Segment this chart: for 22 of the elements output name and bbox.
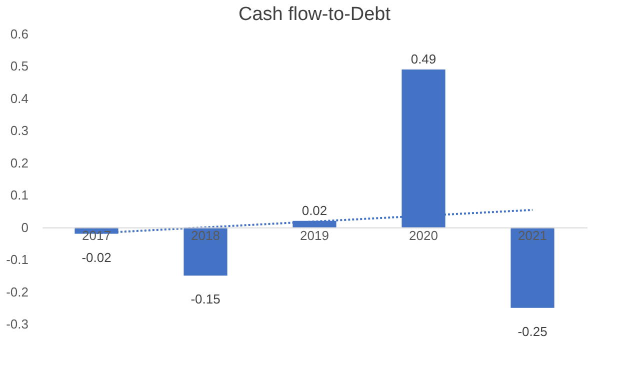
bar (510, 227, 554, 308)
data-label: 0.49 (410, 51, 436, 66)
x-tick-label: 2020 (409, 228, 438, 243)
x-tick-label: 2018 (191, 228, 220, 243)
data-label: -0.02 (82, 250, 112, 265)
y-tick-label: 0.6 (10, 26, 28, 42)
y-tick-label: -0.3 (6, 316, 28, 332)
y-tick-label: 0 (21, 220, 28, 235)
y-tick-label: -0.1 (6, 252, 28, 268)
bar (292, 220, 336, 228)
y-tick-label: 0.2 (10, 155, 28, 170)
data-label: -0.15 (190, 292, 220, 307)
y-tick-label: 0.3 (10, 123, 28, 138)
data-label: 0.02 (302, 202, 328, 218)
y-tick-label: 0.5 (10, 58, 28, 74)
y-tick-label: 0.1 (10, 188, 28, 203)
chart-title: Cash flow-to-Debt (238, 4, 392, 25)
x-tick-label: 2019 (300, 228, 329, 243)
y-tick-label: 0.4 (10, 90, 28, 106)
x-tick-label: 2021 (518, 228, 547, 243)
data-label: -0.25 (518, 324, 548, 339)
y-tick-label: -0.2 (6, 284, 28, 300)
